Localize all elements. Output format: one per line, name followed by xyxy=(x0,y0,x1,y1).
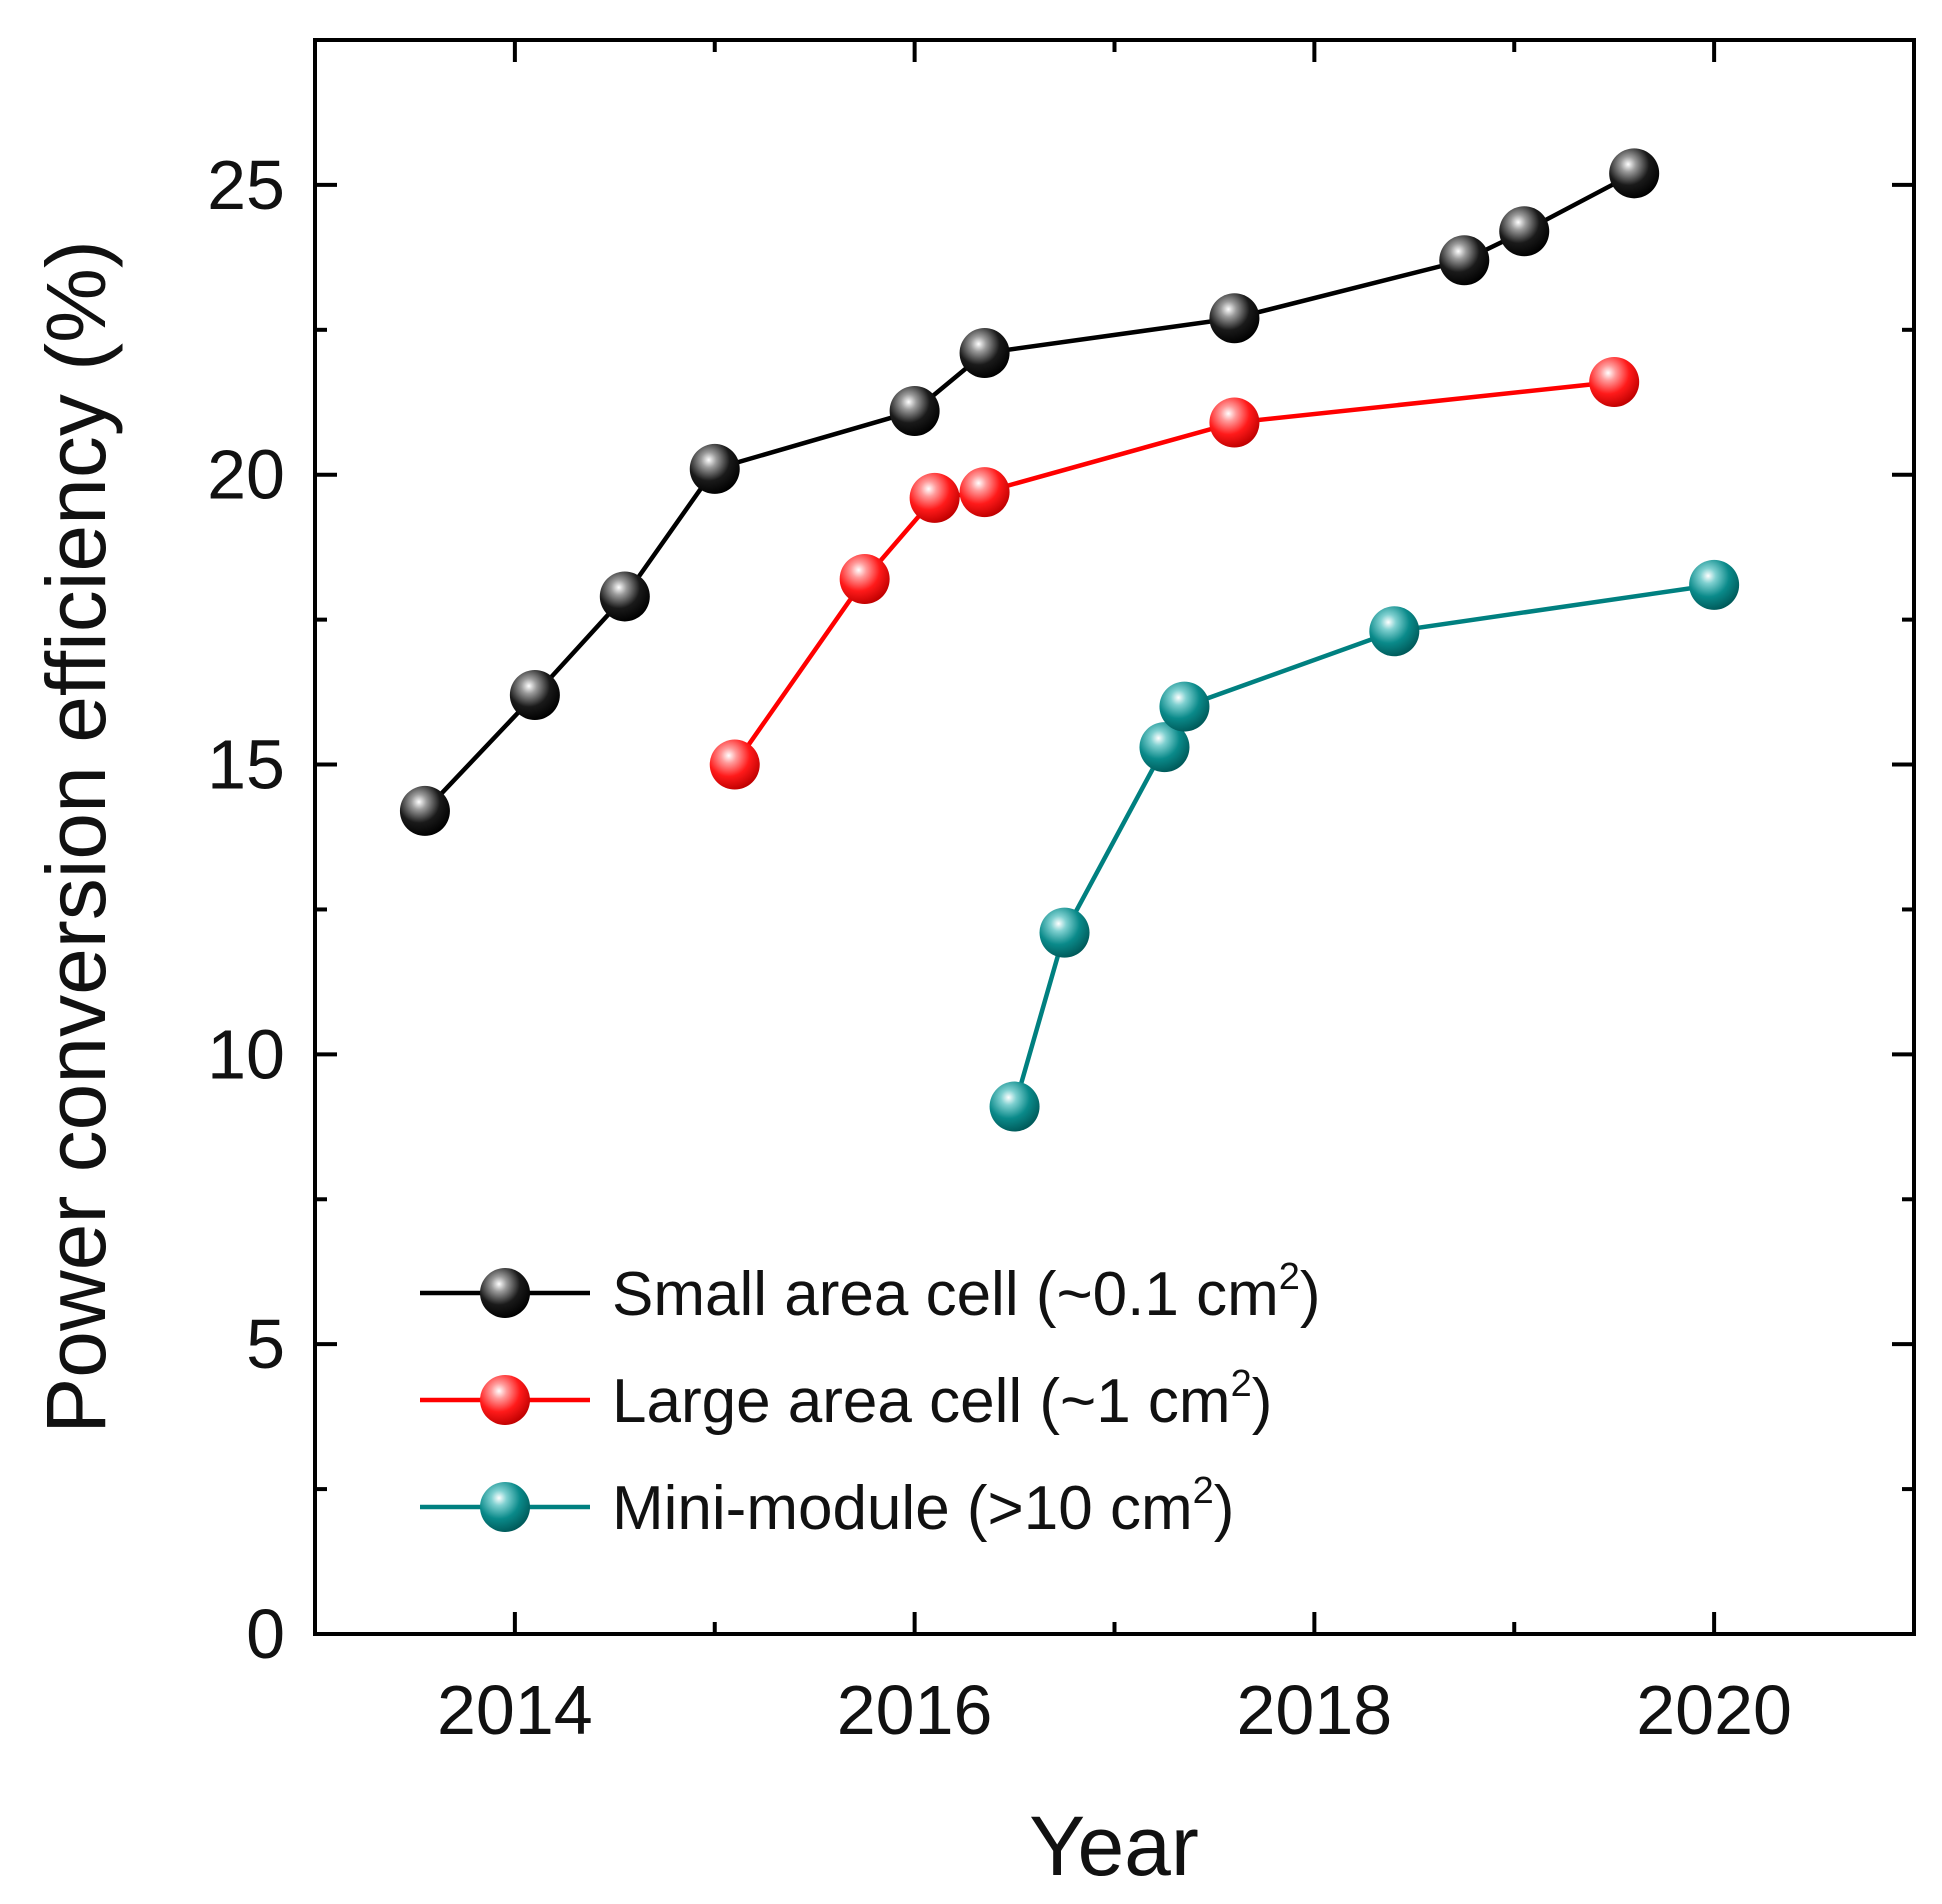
legend-label: Large area cell (~1 cm2) xyxy=(612,1363,1272,1436)
legend-item: Small area cell (~0.1 cm2) xyxy=(420,1256,1321,1329)
legend-label-sup: 2 xyxy=(1231,1363,1252,1405)
x-tick-label: 2014 xyxy=(437,1671,593,1749)
data-point xyxy=(889,385,940,436)
legend-label-sup: 2 xyxy=(1279,1256,1300,1298)
legend-item: Large area cell (~1 cm2) xyxy=(420,1363,1272,1436)
data-point xyxy=(399,785,450,836)
data-point xyxy=(959,328,1010,379)
y-tick-label: 10 xyxy=(207,1015,285,1093)
y-tick-label: 5 xyxy=(246,1305,285,1383)
legend-label-sup: 2 xyxy=(1193,1470,1214,1512)
axis-ticks: 2014 2016 2018 2020 0 5 10 15 20 25 xyxy=(207,38,1916,1749)
series-line xyxy=(1012,582,1715,1108)
legend-label-close: ) xyxy=(1214,1474,1235,1543)
series-line xyxy=(423,171,1636,813)
legend-label: Small area cell (~0.1 cm2) xyxy=(612,1256,1321,1329)
data-point xyxy=(1439,235,1490,286)
data-point xyxy=(959,467,1010,518)
data-point xyxy=(1159,681,1210,732)
y-tick-label: 25 xyxy=(207,146,285,224)
series-0 xyxy=(399,148,1660,836)
data-point xyxy=(909,472,960,523)
data-point xyxy=(1609,148,1660,199)
data-point xyxy=(599,571,650,622)
legend-label-text: Small area cell (~0.1 cm xyxy=(612,1260,1279,1329)
legend-marker xyxy=(480,1375,530,1425)
legend-label-text: Large area cell (~1 cm xyxy=(612,1367,1231,1436)
data-point xyxy=(509,669,560,720)
y-tick-label: 15 xyxy=(207,726,285,804)
data-series xyxy=(399,148,1740,1132)
x-tick-label: 2016 xyxy=(837,1671,993,1749)
legend-label-text: Mini-module (>10 cm xyxy=(612,1474,1193,1543)
data-point xyxy=(989,1081,1040,1132)
data-point xyxy=(1689,559,1740,610)
data-point xyxy=(1209,293,1260,344)
y-tick-label: 20 xyxy=(207,436,285,514)
data-point xyxy=(1139,722,1190,773)
legend-item: Mini-module (>10 cm2) xyxy=(420,1470,1234,1543)
series-line xyxy=(732,379,1615,766)
legend-marker xyxy=(480,1268,530,1318)
series-1 xyxy=(709,356,1640,790)
data-point xyxy=(1209,397,1260,448)
data-point xyxy=(839,554,890,605)
data-point xyxy=(1369,606,1420,657)
legend-label-close: ) xyxy=(1300,1260,1321,1329)
legend-label-close: ) xyxy=(1252,1367,1273,1436)
x-axis-label: Year xyxy=(1029,1799,1199,1893)
plot-frame xyxy=(313,38,1916,1636)
legend: Small area cell (~0.1 cm2)Large area cel… xyxy=(420,1256,1321,1543)
legend-marker xyxy=(480,1482,530,1532)
data-point xyxy=(1589,356,1640,407)
data-point xyxy=(1499,206,1550,257)
y-tick-label: 0 xyxy=(246,1595,285,1673)
legend-label: Mini-module (>10 cm2) xyxy=(612,1470,1234,1543)
series-2 xyxy=(989,559,1740,1132)
data-point xyxy=(689,443,740,494)
data-point xyxy=(1039,907,1090,958)
x-tick-label: 2020 xyxy=(1636,1671,1792,1749)
data-point xyxy=(709,739,760,790)
x-tick-label: 2018 xyxy=(1237,1671,1393,1749)
y-axis-label: Power conversion efficiency (%) xyxy=(29,240,123,1434)
